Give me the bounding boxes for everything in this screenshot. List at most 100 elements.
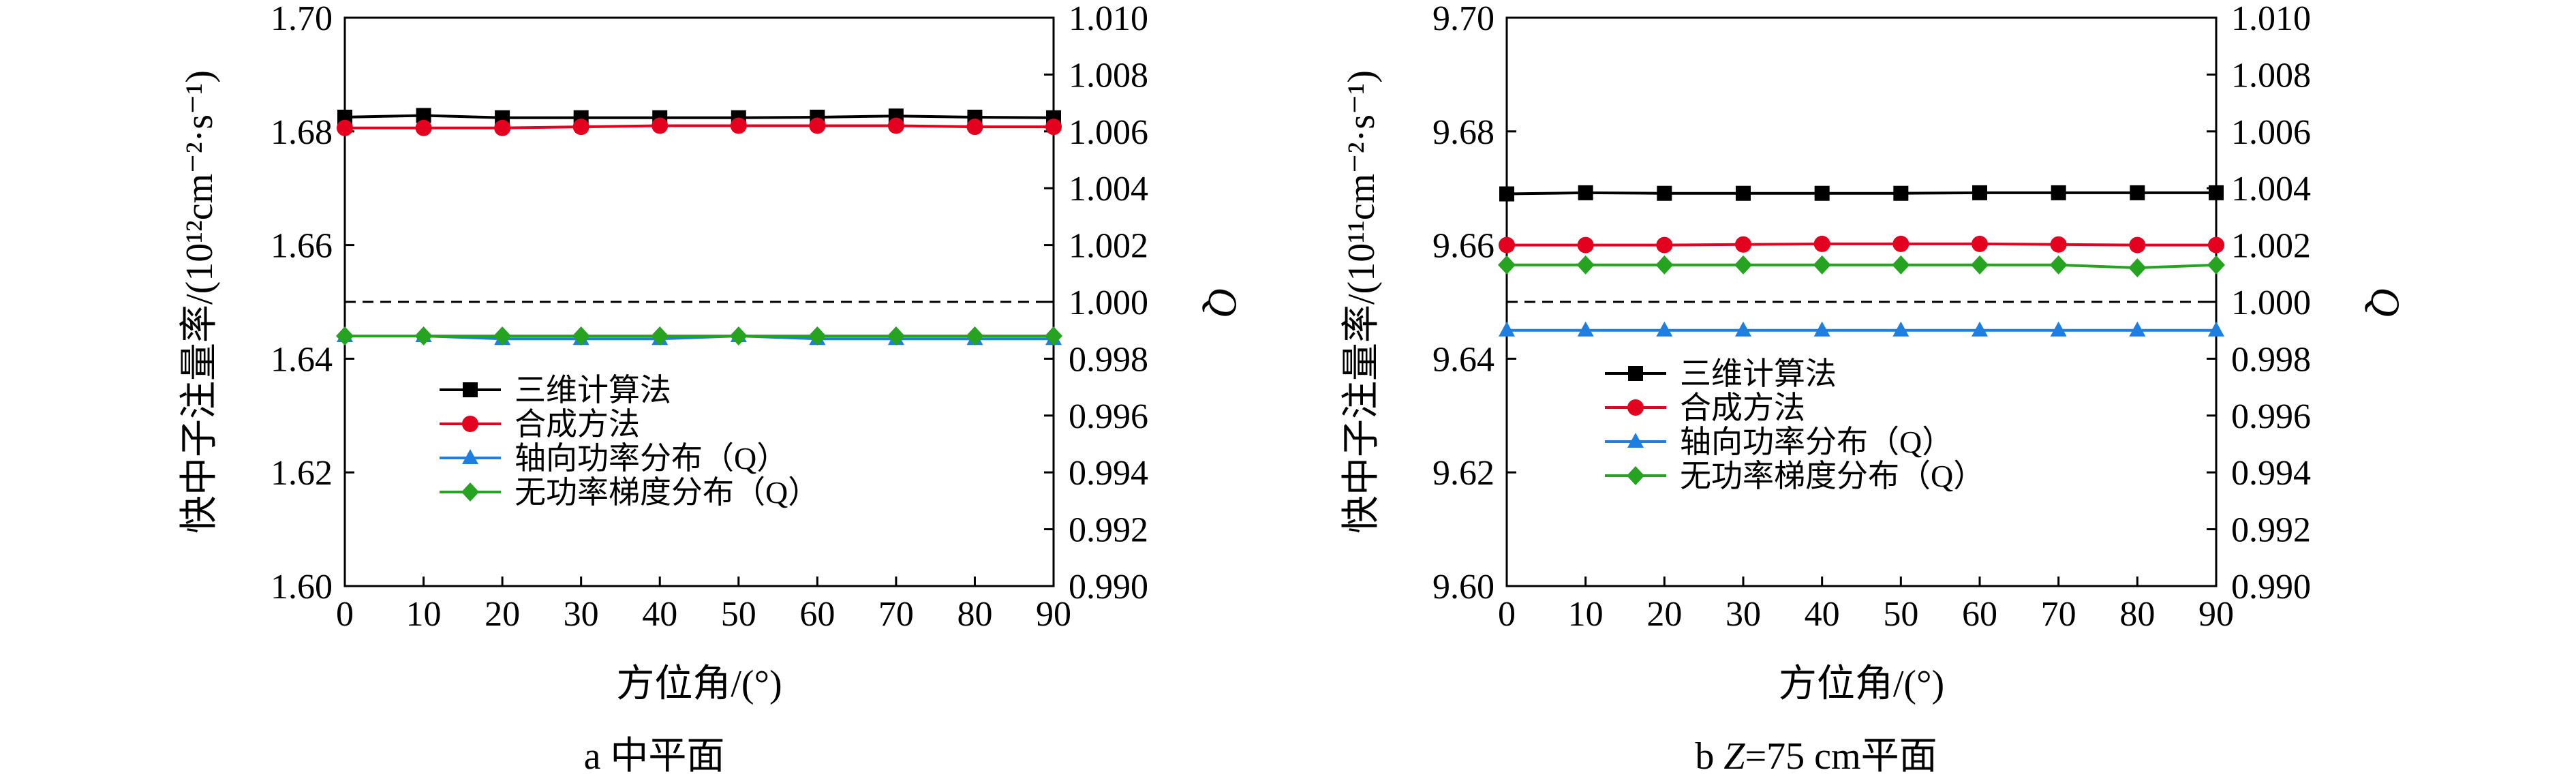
data-point [493, 326, 512, 346]
y2-tick-label: 1.004 [2231, 170, 2311, 209]
data-point [1893, 185, 1909, 201]
data-point [1499, 236, 1515, 254]
x-tick-label: 40 [642, 595, 677, 634]
x-tick-label: 80 [957, 595, 992, 634]
data-point [1578, 185, 1593, 200]
x-tick-label: 30 [564, 595, 599, 634]
data-point [1577, 236, 1594, 254]
data-point [1498, 255, 1516, 275]
data-point [1972, 185, 1987, 200]
data-point [2208, 321, 2224, 337]
legend-marker [1627, 433, 1644, 448]
data-point [414, 326, 433, 346]
data-point [1813, 255, 1831, 275]
y2-tick-label: 1.008 [1069, 56, 1148, 95]
y-tick-label: 9.62 [1432, 454, 1494, 493]
x-tick-label: 90 [2198, 595, 2234, 634]
legend-marker [1628, 366, 1643, 381]
data-point [336, 326, 354, 346]
legend-label: 轴向功率分布（Q） [515, 441, 788, 476]
data-point [809, 117, 826, 134]
data-point [2128, 258, 2147, 277]
data-point [1576, 255, 1595, 275]
y-tick-label: 1.70 [271, 0, 333, 38]
data-point [1734, 255, 1752, 275]
data-point [1972, 321, 1988, 337]
y2-tick-label: 1.000 [2231, 283, 2311, 322]
legend-marker [461, 482, 479, 502]
y2-tick-label: 0.990 [2231, 568, 2311, 607]
y-tick-label: 1.68 [271, 113, 333, 152]
legend-marker [462, 449, 478, 464]
y2-tick-label: 0.998 [2231, 340, 2311, 379]
data-point [337, 119, 353, 136]
data-point [1813, 235, 1830, 252]
data-point [729, 326, 748, 346]
y-tick-label: 1.66 [271, 227, 333, 266]
y2-tick-label: 1.006 [2231, 113, 2311, 152]
data-point [1045, 326, 1062, 346]
x-tick-label: 80 [2119, 595, 2155, 634]
legend-marker [462, 416, 478, 432]
y2-axis-label: Q [2363, 287, 2408, 316]
data-point [2208, 236, 2224, 254]
y-tick-label: 9.60 [1432, 568, 1494, 607]
x-tick-label: 20 [485, 595, 520, 634]
x-axis-label: 方位角/(°) [616, 663, 782, 705]
x-tick-label: 50 [721, 595, 756, 634]
y2-tick-label: 1.010 [2231, 0, 2311, 38]
chart-panel-a: 0 10 20 30 40 50 60 70 80 90 1.60 1.62 1.64 1.66 1.68 1… [179, 0, 1245, 778]
data-point [651, 117, 669, 134]
y2-tick-label: 1.010 [1069, 0, 1148, 38]
data-point [1735, 236, 1751, 253]
legend-label: 三维计算法 [515, 373, 671, 408]
data-point [1045, 119, 1062, 136]
data-point [1736, 185, 1751, 201]
x-axis-label: 方位角/(°) [1779, 663, 1944, 705]
figure-caption: b Z=75 cm平面 [1695, 735, 1937, 778]
data-point [1656, 236, 1673, 254]
x-tick-label: 70 [2041, 595, 2076, 634]
y2-tick-label: 0.994 [1069, 454, 1148, 493]
legend-label: 无功率梯度分布（Q） [515, 475, 819, 510]
x-tick-label: 60 [799, 595, 835, 634]
legend-marker [463, 382, 478, 397]
y2-tick-label: 0.996 [2231, 397, 2311, 436]
data-point [966, 119, 983, 136]
y2-tick-label: 0.996 [1069, 397, 1148, 436]
data-point [1813, 321, 1830, 337]
chart-panel-b: 0 10 20 30 40 50 60 70 80 90 9.60 9.62 9.64 9.66 9.68 9… [1340, 0, 2408, 778]
legend-label: 轴向功率分布（Q） [1680, 425, 1953, 459]
x-tick-label: 0 [336, 595, 354, 634]
y2-tick-label: 1.006 [1069, 113, 1148, 152]
y-tick-label: 1.62 [271, 454, 333, 493]
y2-tick-label: 1.002 [1069, 227, 1148, 266]
data-point [887, 117, 904, 134]
y2-axis-label: Q [1200, 287, 1245, 316]
data-point [1892, 235, 1910, 252]
y-axis-label: 快中子注量率/(10¹²cm⁻²·s⁻¹) [179, 70, 221, 534]
series-line [1506, 191, 2216, 196]
y-tick-label: 1.60 [271, 568, 333, 607]
series-line [1507, 263, 2217, 269]
data-point [966, 326, 984, 346]
data-point [416, 108, 431, 123]
x-tick-label: 50 [1883, 595, 1918, 634]
data-point [415, 119, 432, 136]
data-point [1892, 255, 1910, 275]
x-tick-label: 60 [1962, 595, 1997, 634]
data-point [1656, 321, 1673, 337]
y-tick-label: 1.64 [271, 340, 333, 379]
data-point [2130, 185, 2145, 200]
data-point [1499, 321, 1515, 337]
data-point [651, 326, 669, 346]
series-line [1507, 242, 2216, 247]
data-point [1577, 321, 1594, 337]
y-tick-label: 9.68 [1432, 113, 1494, 152]
data-point [2050, 236, 2067, 253]
data-point [2207, 255, 2225, 275]
data-point [887, 326, 905, 346]
data-point [1972, 235, 1988, 252]
legend-label: 三维计算法 [1680, 356, 1837, 391]
